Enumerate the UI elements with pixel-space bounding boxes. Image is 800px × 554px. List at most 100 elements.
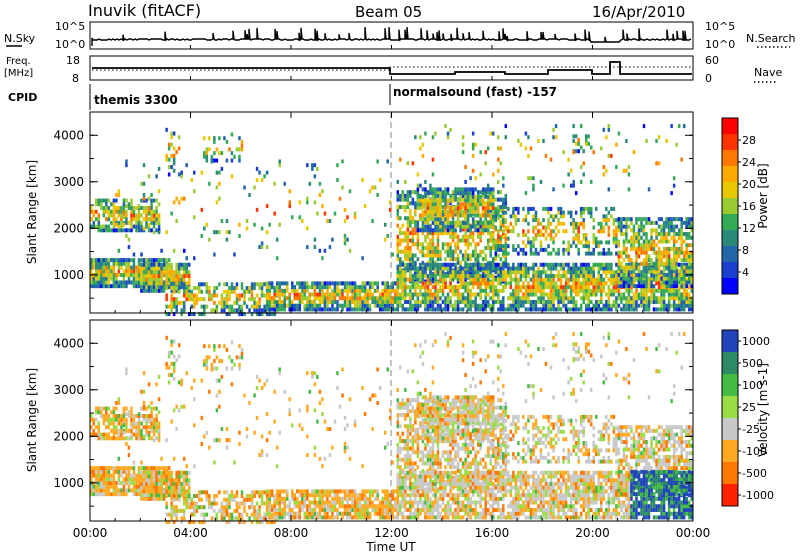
power-cell	[132, 217, 136, 222]
velocity-cell	[132, 473, 136, 478]
power-cell	[150, 285, 153, 290]
velocity-cell	[152, 481, 156, 486]
power-cell	[504, 135, 508, 140]
power-cell	[115, 280, 118, 285]
colorbar-tick-label: 28	[742, 134, 756, 147]
power-cell	[476, 292, 480, 297]
power-cell	[203, 136, 206, 141]
power-cell	[502, 299, 505, 304]
power-cell	[642, 273, 646, 278]
power-cell	[140, 252, 143, 257]
power-cell	[255, 300, 259, 305]
power-cell	[306, 200, 309, 205]
power-cell	[637, 272, 641, 277]
power-cell	[542, 262, 545, 267]
velocity-cell	[115, 484, 118, 489]
power-cell	[579, 285, 583, 290]
power-cell	[167, 304, 171, 309]
power-cell	[489, 246, 492, 250]
velocity-cell	[130, 477, 133, 482]
velocity-cell	[130, 413, 133, 418]
power-cell	[592, 236, 595, 241]
power-cell	[677, 307, 681, 312]
power-cell	[567, 270, 570, 275]
power-cell	[509, 221, 513, 226]
power-cell	[680, 157, 683, 162]
power-cell	[461, 220, 465, 225]
power-cell	[145, 217, 148, 222]
power-cell	[524, 270, 528, 275]
power-cell	[444, 242, 447, 247]
power-cell	[451, 234, 455, 239]
power-cell	[122, 280, 126, 285]
power-cell	[170, 273, 173, 278]
power-cell	[92, 213, 96, 218]
power-cell	[469, 266, 472, 271]
power-cell	[630, 276, 633, 281]
power-cell	[660, 299, 663, 304]
power-cell	[542, 292, 545, 297]
power-cell	[637, 232, 641, 237]
power-cell	[637, 250, 641, 255]
velocity-cell	[122, 469, 126, 474]
power-cell	[283, 281, 286, 286]
power-cell	[303, 292, 307, 297]
power-cell	[419, 303, 422, 308]
power-cell	[404, 231, 407, 236]
power-cell	[311, 166, 314, 171]
power-cell	[406, 216, 410, 221]
power-cell	[90, 224, 93, 229]
power-cell	[672, 258, 676, 263]
power-cell	[120, 261, 123, 266]
velocity-cell	[135, 484, 138, 489]
power-cell	[203, 297, 206, 302]
power-cell	[675, 276, 678, 281]
power-cell	[235, 308, 239, 313]
power-cell	[137, 224, 141, 229]
power-cell	[303, 296, 307, 301]
power-cell	[486, 223, 490, 228]
power-cell	[469, 187, 472, 192]
power-cell	[424, 285, 427, 290]
power-cell	[486, 187, 490, 192]
power-cell	[426, 193, 430, 198]
power-cell	[444, 273, 447, 278]
power-cell	[175, 308, 178, 313]
power-cell	[497, 281, 500, 286]
power-cell	[665, 272, 668, 277]
power-cell	[383, 222, 387, 227]
velocity-cell	[117, 469, 121, 474]
power-cell	[584, 307, 588, 312]
power-cell	[185, 273, 188, 278]
power-cell	[293, 296, 297, 301]
power-cell	[401, 273, 405, 278]
velocity-cell	[152, 466, 156, 471]
power-cell	[130, 258, 133, 263]
power-cell	[436, 231, 440, 236]
power-cell	[177, 146, 181, 151]
power-cell	[421, 273, 425, 278]
power-cell	[127, 220, 131, 225]
power-cell	[409, 277, 412, 282]
power-cell	[429, 205, 432, 210]
velocity-cell	[165, 520, 168, 525]
power-cell	[584, 281, 588, 286]
power-cell	[471, 270, 475, 275]
power-cell	[479, 253, 482, 258]
power-cell	[336, 299, 339, 304]
power-cell	[685, 280, 688, 285]
power-cell	[193, 297, 196, 302]
power-cell	[122, 215, 126, 220]
power-cell	[469, 209, 472, 214]
power-cell	[198, 282, 201, 287]
power-cell	[431, 238, 435, 243]
power-cell	[612, 270, 616, 275]
power-cell	[323, 296, 327, 301]
velocity-cell	[152, 496, 156, 501]
power-cell	[399, 216, 402, 221]
power-cell	[466, 257, 470, 262]
power-cell	[625, 288, 628, 293]
power-cell	[497, 247, 500, 252]
power-cell	[680, 239, 683, 244]
power-cell	[690, 277, 693, 282]
